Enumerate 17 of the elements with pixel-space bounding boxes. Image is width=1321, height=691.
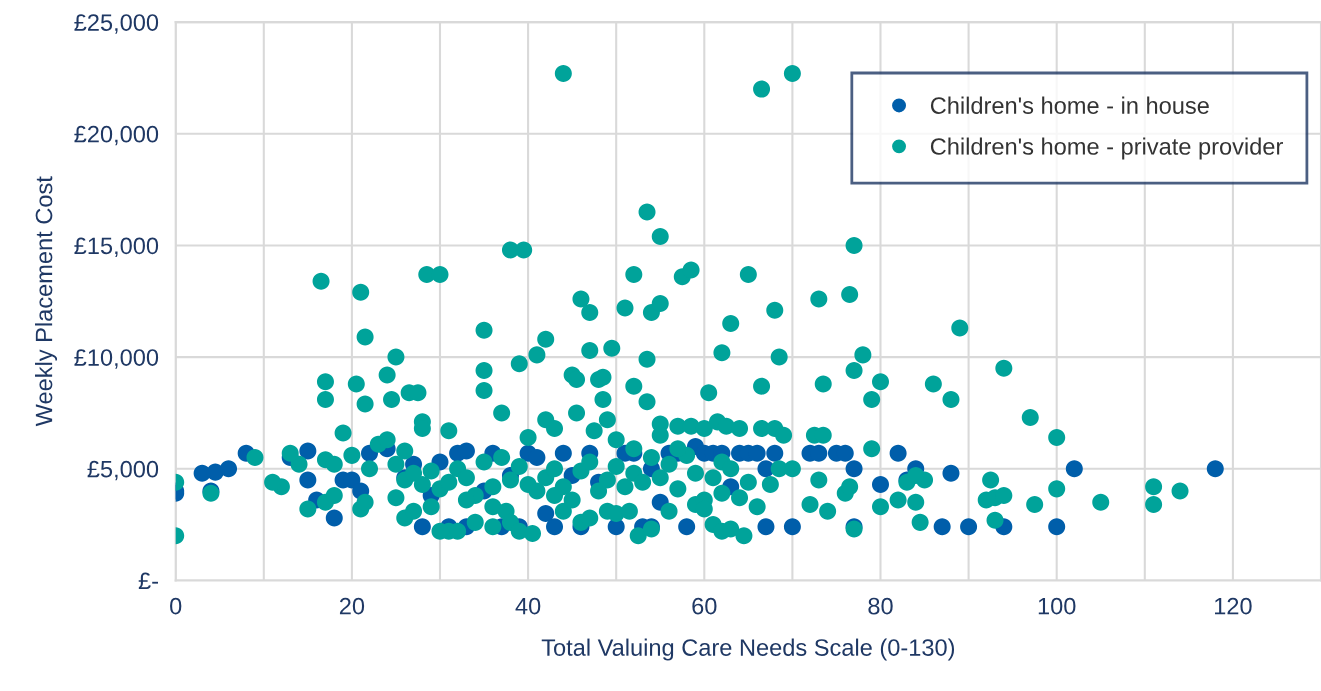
x-tick-label: 20 xyxy=(339,597,365,615)
y-tick-label: £25,000 xyxy=(74,14,159,34)
x-axis-title: Total Valuing Care Needs Scale (0-130) xyxy=(541,638,955,661)
x-tick-label: 40 xyxy=(515,597,541,615)
x-tick-label: 0 xyxy=(170,597,182,615)
x-tick-label: 80 xyxy=(868,597,893,615)
legend-label: Children's home - private provider xyxy=(930,137,1283,160)
x-tick-label: 120 xyxy=(1215,597,1252,615)
y-tick-label: £15,000 xyxy=(74,237,159,258)
y-tick-label: £20,000 xyxy=(74,125,159,146)
y-tick-label: £5,000 xyxy=(87,460,159,481)
y-axis-title: Weekly Placement Cost xyxy=(35,176,58,427)
y-tick-label: £- xyxy=(138,572,158,589)
legend-label: Children's home - in house xyxy=(930,96,1209,114)
x-tick-label: 60 xyxy=(692,597,717,615)
x-tick-label: 100 xyxy=(1038,597,1076,615)
y-tick-label: £10,000 xyxy=(74,349,159,369)
